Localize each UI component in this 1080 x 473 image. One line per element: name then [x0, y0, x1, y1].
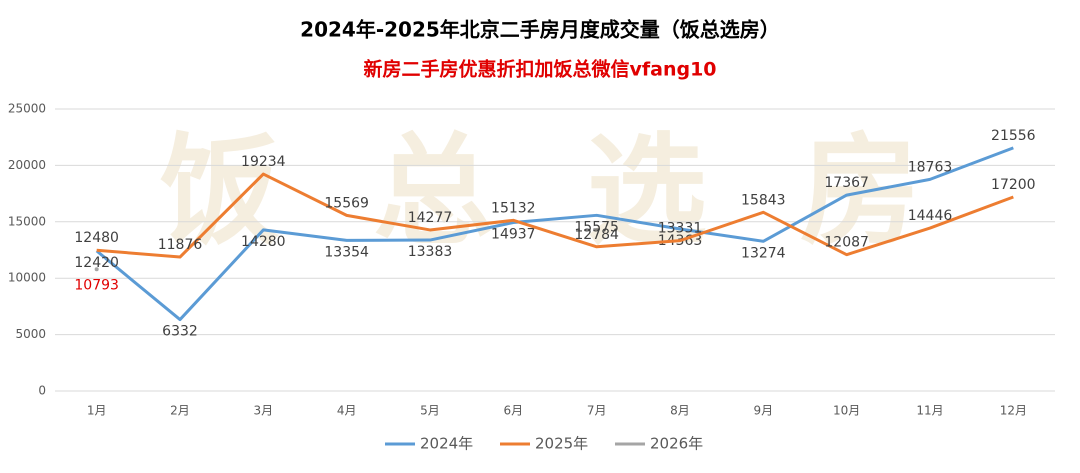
x-tick-label: 8月 [670, 404, 690, 418]
data-label: 15575 [574, 219, 619, 235]
data-label: 13383 [408, 244, 453, 260]
data-label: 12087 [824, 235, 869, 251]
chart-subtitle: 新房二手房优惠折扣加饭总微信vfang10 [363, 58, 716, 81]
y-tick-label: 5000 [15, 327, 46, 341]
data-label: 12784 [574, 227, 619, 243]
y-tick-label: 25000 [8, 102, 46, 116]
data-label: 21556 [991, 128, 1036, 144]
series-point [94, 267, 99, 272]
data-label: 13354 [324, 244, 369, 260]
x-tick-label: 5月 [420, 404, 440, 418]
x-tick-label: 6月 [504, 404, 524, 418]
x-tick-label: 2月 [170, 404, 190, 418]
x-tick-label: 4月 [337, 404, 357, 418]
data-label: 12480 [74, 230, 119, 246]
data-label: 14446 [908, 208, 953, 224]
legend-label: 2024年 [420, 435, 473, 453]
x-tick-label: 7月 [587, 404, 607, 418]
data-label: 18763 [908, 159, 953, 175]
y-tick-label: 0 [38, 384, 46, 398]
data-label: 10793 [74, 277, 119, 293]
series-line [96, 172, 1014, 259]
data-label: 14280 [241, 234, 286, 250]
y-tick-label: 20000 [8, 158, 46, 172]
x-tick-label: 3月 [254, 404, 274, 418]
x-tick-label: 12月 [1000, 404, 1027, 418]
data-label: 14277 [408, 210, 453, 226]
data-label: 13331 [658, 221, 703, 237]
series-line [95, 146, 1014, 322]
x-tick-label: 10月 [833, 404, 860, 418]
chart-title: 2024年-2025年北京二手房月度成交量（饭总选房） [300, 18, 780, 42]
data-label: 14937 [491, 227, 536, 243]
y-tick-label: 15000 [8, 214, 46, 228]
data-label: 15569 [324, 195, 369, 211]
y-tick-label: 10000 [8, 271, 46, 285]
legend-label: 2025年 [535, 435, 588, 453]
data-label: 11876 [158, 237, 203, 253]
legend-label: 2026年 [650, 435, 703, 453]
data-label: 17200 [991, 177, 1036, 193]
x-tick-label: 11月 [916, 404, 943, 418]
data-label: 19234 [241, 154, 286, 170]
data-label: 12420 [74, 255, 119, 271]
data-label: 6332 [162, 324, 198, 340]
data-label: 15132 [491, 200, 536, 216]
data-label: 17367 [824, 175, 869, 191]
data-label: 13274 [741, 245, 786, 261]
data-label: 15843 [741, 192, 786, 208]
x-tick-label: 9月 [754, 404, 774, 418]
x-tick-label: 1月 [87, 404, 107, 418]
